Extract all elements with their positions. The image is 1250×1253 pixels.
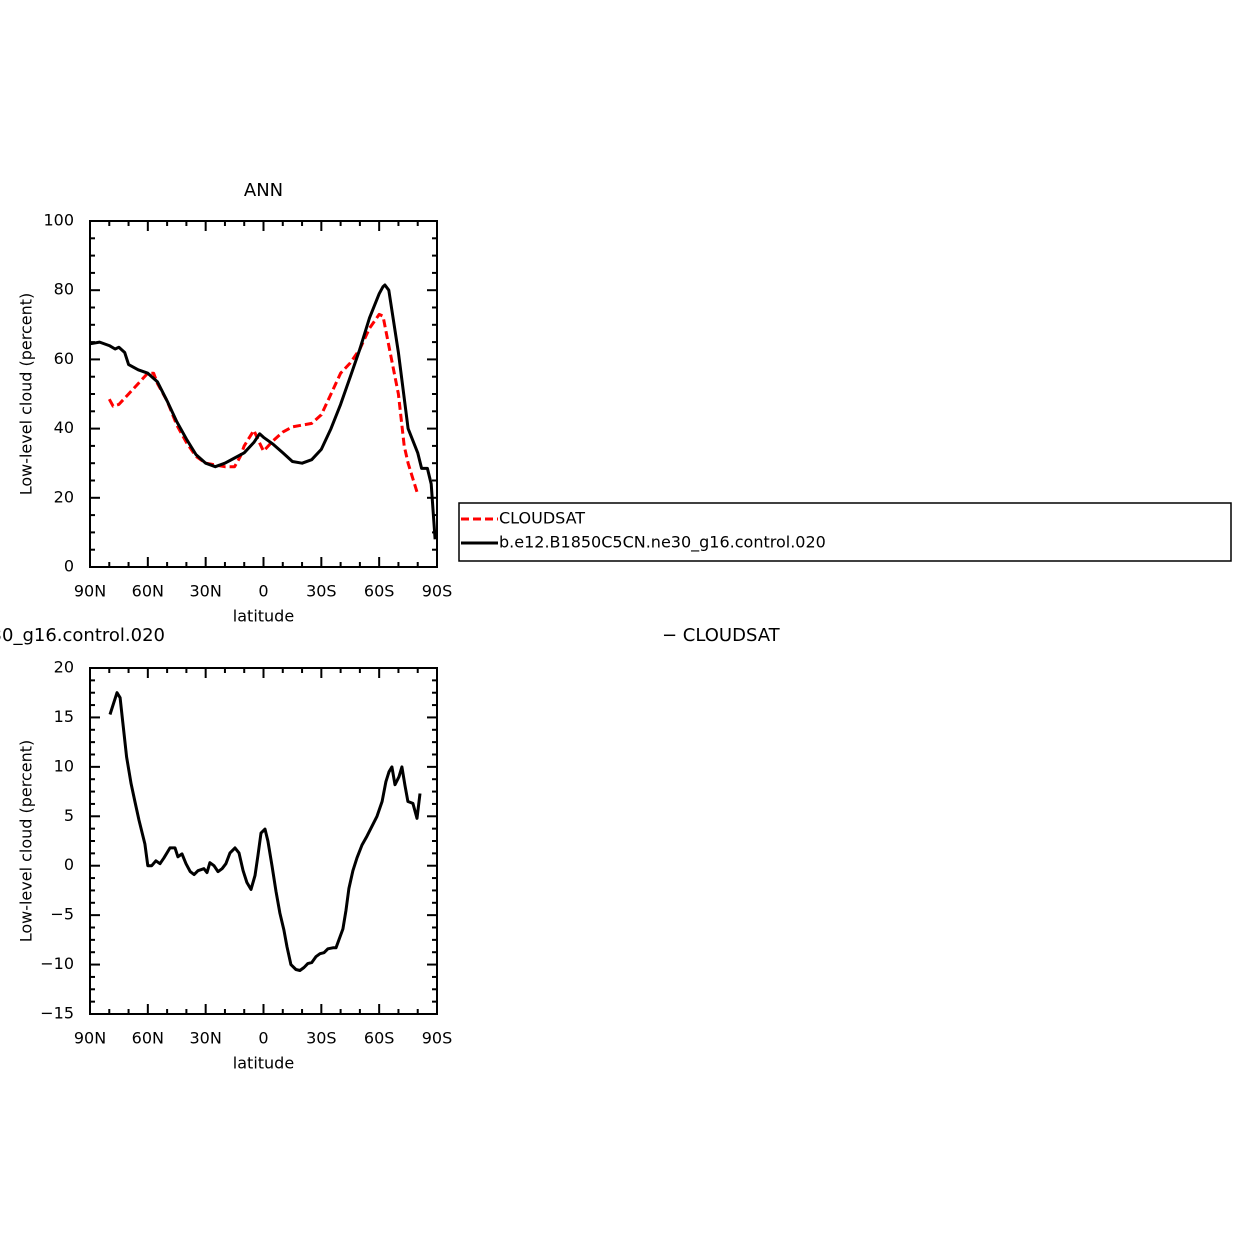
legend-label: b.e12.B1850C5CN.ne30_g16.control.020 xyxy=(499,533,826,553)
legend-box xyxy=(458,502,1232,562)
x-tick-label: 60N xyxy=(132,1029,164,1048)
y-tick-label: 20 xyxy=(54,487,74,506)
y-tick-label: 20 xyxy=(54,658,74,677)
x-tick-label: 30S xyxy=(306,582,337,601)
y-tick-label: 0 xyxy=(64,557,74,576)
y-tick-label: 5 xyxy=(64,806,74,825)
x-tick-label: 60S xyxy=(364,582,395,601)
x-tick-label: 0 xyxy=(258,1029,268,1048)
x-tick-label: 60N xyxy=(132,582,164,601)
x-tick-label: 90S xyxy=(422,582,453,601)
y-tick-label: −5 xyxy=(50,905,74,924)
plot-frame xyxy=(89,220,438,568)
data-line xyxy=(89,283,437,540)
x-tick-label: 90N xyxy=(74,1029,106,1048)
x-axis-label: latitude xyxy=(233,1054,294,1073)
y-axis-label: Low-level cloud (percent) xyxy=(17,293,36,496)
x-tick-label: 90N xyxy=(74,582,106,601)
chart-title: ANN xyxy=(244,180,283,201)
left-title: b.e12.B1850C5CN.ne30_g16.control.020 xyxy=(0,625,165,646)
x-tick-label: 30S xyxy=(306,1029,337,1048)
y-tick-label: 80 xyxy=(54,280,74,299)
x-tick-label: 90S xyxy=(422,1029,453,1048)
y-axis-label: Low-level cloud (percent) xyxy=(17,740,36,943)
y-tick-label: 60 xyxy=(54,349,74,368)
x-tick-label: 0 xyxy=(258,582,268,601)
x-axis-label: latitude xyxy=(233,607,294,626)
y-tick-label: −10 xyxy=(40,954,74,973)
legend-label: CLOUDSAT xyxy=(499,509,585,528)
y-tick-label: −15 xyxy=(40,1004,74,1023)
data-line xyxy=(108,691,422,972)
y-tick-label: 40 xyxy=(54,418,74,437)
x-tick-label: 60S xyxy=(364,1029,395,1048)
legend: CLOUDSAT b.e12.B1850C5CN.ne30_g16.control… xyxy=(458,502,1232,562)
y-tick-label: 15 xyxy=(54,707,74,726)
x-tick-label: 30N xyxy=(190,1029,222,1048)
right-title: − CLOUDSAT xyxy=(662,625,781,646)
data-line xyxy=(107,312,420,495)
y-tick-label: 0 xyxy=(64,855,74,874)
x-tick-label: 30N xyxy=(190,582,222,601)
y-tick-label: 100 xyxy=(43,211,74,230)
plot-frame xyxy=(89,667,438,1015)
y-tick-label: 10 xyxy=(54,756,74,775)
